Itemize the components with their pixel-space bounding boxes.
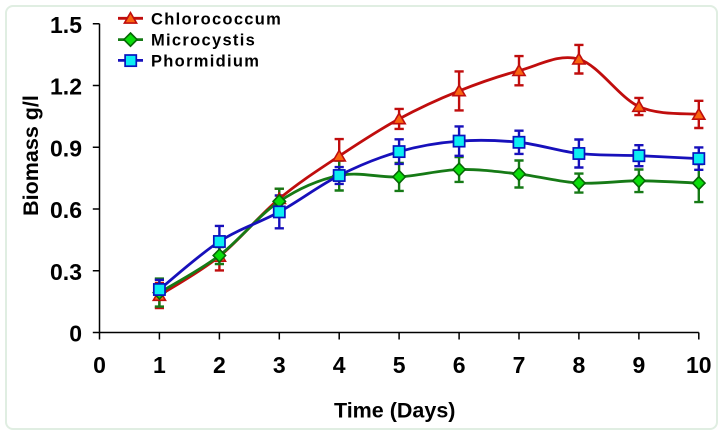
svg-text:1.2: 1.2 xyxy=(50,74,82,100)
svg-text:2: 2 xyxy=(213,352,226,378)
svg-text:Microcystis: Microcystis xyxy=(151,32,256,50)
svg-text:0.3: 0.3 xyxy=(50,259,82,285)
svg-text:0: 0 xyxy=(93,352,106,378)
svg-text:4: 4 xyxy=(333,352,346,378)
svg-text:0: 0 xyxy=(69,321,82,347)
svg-text:Biomass g/l: Biomass g/l xyxy=(19,95,43,216)
svg-text:Phormidium: Phormidium xyxy=(151,53,260,71)
svg-text:1: 1 xyxy=(153,352,166,378)
svg-text:8: 8 xyxy=(573,352,586,378)
svg-text:0.9: 0.9 xyxy=(50,135,82,161)
svg-text:0.6: 0.6 xyxy=(50,197,82,223)
svg-text:1.5: 1.5 xyxy=(50,12,82,38)
svg-text:Chlorococcum: Chlorococcum xyxy=(151,10,282,28)
svg-text:10: 10 xyxy=(686,352,712,378)
svg-text:Time (Days): Time (Days) xyxy=(334,399,455,423)
svg-text:7: 7 xyxy=(513,352,526,378)
svg-text:3: 3 xyxy=(273,352,286,378)
svg-text:6: 6 xyxy=(453,352,466,378)
svg-text:9: 9 xyxy=(633,352,646,378)
svg-text:5: 5 xyxy=(393,352,406,378)
